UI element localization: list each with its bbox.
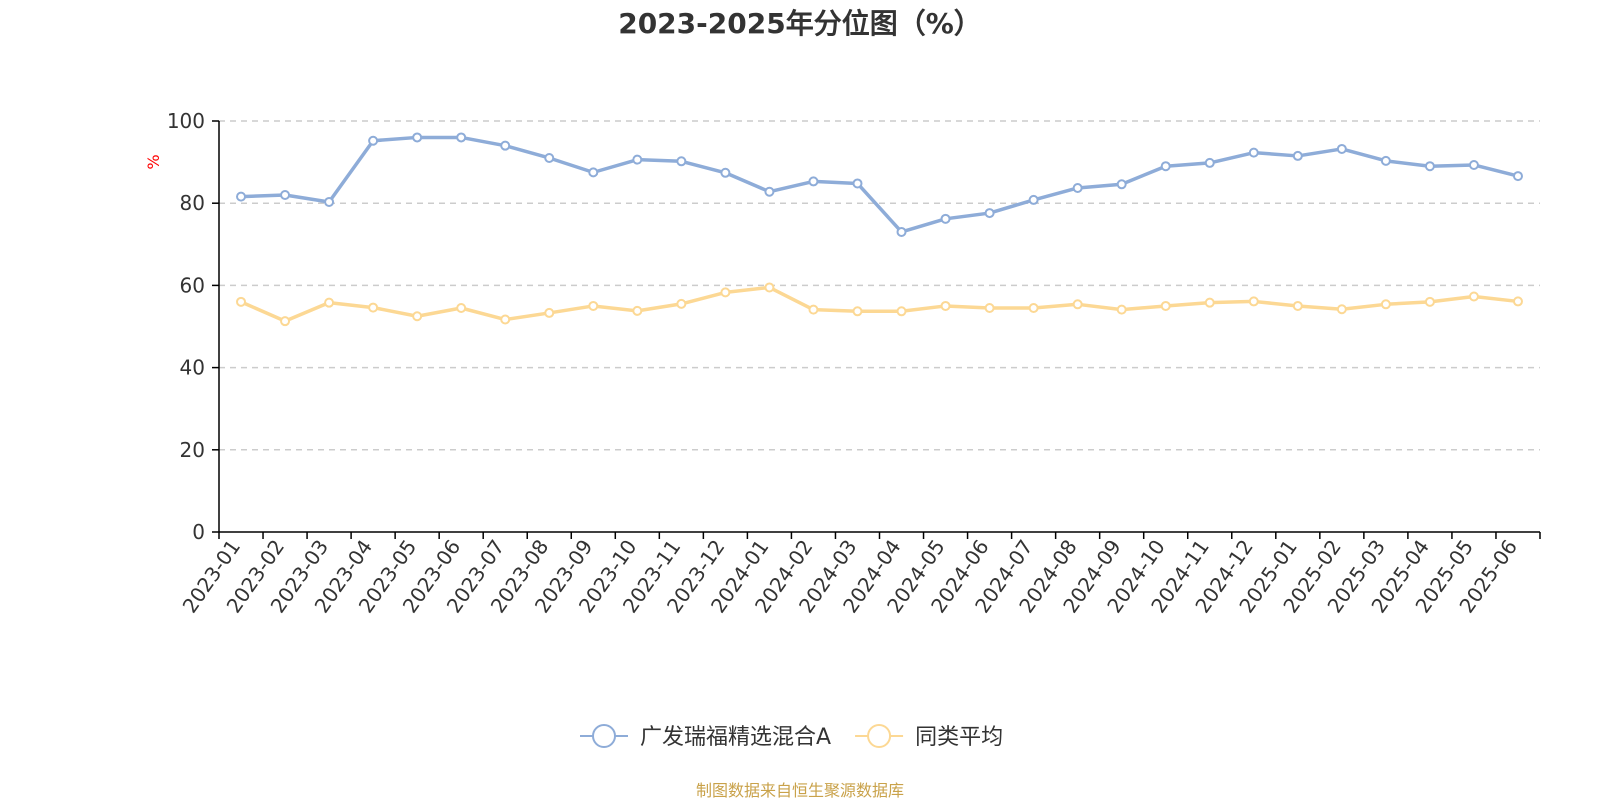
data-point — [1248, 296, 1259, 307]
series-layer — [236, 132, 1523, 327]
data-point — [1336, 143, 1347, 154]
data-point — [1380, 155, 1391, 166]
data-point — [632, 305, 643, 316]
data-point — [1204, 157, 1215, 168]
data-point — [544, 152, 555, 163]
data-point — [852, 178, 863, 189]
data-point — [1116, 179, 1127, 190]
x-tick-labels: 2023-012023-022023-032023-042023-052023-… — [178, 535, 1523, 617]
data-point — [280, 189, 291, 200]
data-point — [412, 311, 423, 322]
data-point — [764, 186, 775, 197]
data-point — [852, 306, 863, 317]
series-line — [239, 135, 1520, 234]
data-point — [632, 154, 643, 165]
data-point — [1160, 161, 1171, 172]
data-point — [500, 314, 511, 325]
data-point — [1424, 161, 1435, 172]
y-tick-label: 40 — [180, 356, 205, 380]
data-point — [368, 302, 379, 313]
data-point — [1512, 171, 1523, 182]
data-point — [1248, 147, 1259, 158]
data-point — [1116, 304, 1127, 315]
data-point — [984, 303, 995, 314]
data-point — [1512, 296, 1523, 307]
data-point — [236, 191, 247, 202]
data-point — [500, 140, 511, 151]
y-tick-label: 100 — [167, 109, 205, 133]
y-axis-label: % — [144, 154, 163, 169]
data-point — [588, 167, 599, 178]
data-point — [720, 287, 731, 298]
data-point — [544, 307, 555, 318]
series-2 — [236, 282, 1523, 327]
data-point — [1468, 159, 1479, 170]
legend-label: 广发瑞福精选混合A — [640, 725, 831, 750]
axes — [212, 120, 1541, 539]
legend: 广发瑞福精选混合A 同类平均 — [580, 724, 1003, 750]
y-tick-label: 60 — [180, 273, 205, 297]
legend-item-1: 广发瑞福精选混合A — [580, 724, 831, 750]
data-point — [1380, 299, 1391, 310]
data-point — [324, 196, 335, 207]
data-point — [1336, 304, 1347, 315]
data-point — [1028, 303, 1039, 314]
legend-item-2: 同类平均 — [855, 724, 1003, 750]
series-1 — [236, 132, 1523, 237]
data-point — [1204, 297, 1215, 308]
data-point — [280, 316, 291, 327]
data-point — [1292, 300, 1303, 311]
data-point — [1072, 182, 1083, 193]
data-point — [324, 297, 335, 308]
data-point — [940, 213, 951, 224]
data-point — [412, 132, 423, 143]
data-point — [808, 304, 819, 315]
data-point — [676, 156, 687, 167]
y-tick-labels: 0 20 40 60 80 100 — [167, 109, 205, 544]
data-point — [896, 226, 907, 237]
data-point — [1160, 300, 1171, 311]
data-point — [808, 176, 819, 187]
data-point — [764, 282, 775, 293]
data-point — [1072, 299, 1083, 310]
data-point — [1468, 291, 1479, 302]
data-point — [676, 298, 687, 309]
y-tick-label: 0 — [192, 520, 205, 544]
legend-marker — [867, 724, 892, 748]
data-point — [456, 303, 467, 314]
data-point — [896, 306, 907, 317]
source-note: 制图数据来自恒生聚源数据库 — [696, 781, 904, 800]
data-point — [588, 300, 599, 311]
data-point — [1424, 296, 1435, 307]
data-point — [236, 296, 247, 307]
data-point — [984, 208, 995, 219]
data-point — [368, 135, 379, 146]
data-point — [940, 300, 951, 311]
data-point — [1028, 194, 1039, 205]
grid-lines — [219, 120, 1540, 451]
chart-title: 2023-2025年分位图（%） — [618, 7, 982, 40]
y-tick-label: 20 — [180, 438, 205, 462]
data-point — [456, 132, 467, 143]
data-point — [1292, 150, 1303, 161]
legend-label: 同类平均 — [915, 725, 1003, 750]
data-point — [720, 167, 731, 178]
series-line — [239, 285, 1520, 323]
legend-marker — [592, 724, 616, 748]
y-tick-label: 80 — [180, 191, 205, 215]
